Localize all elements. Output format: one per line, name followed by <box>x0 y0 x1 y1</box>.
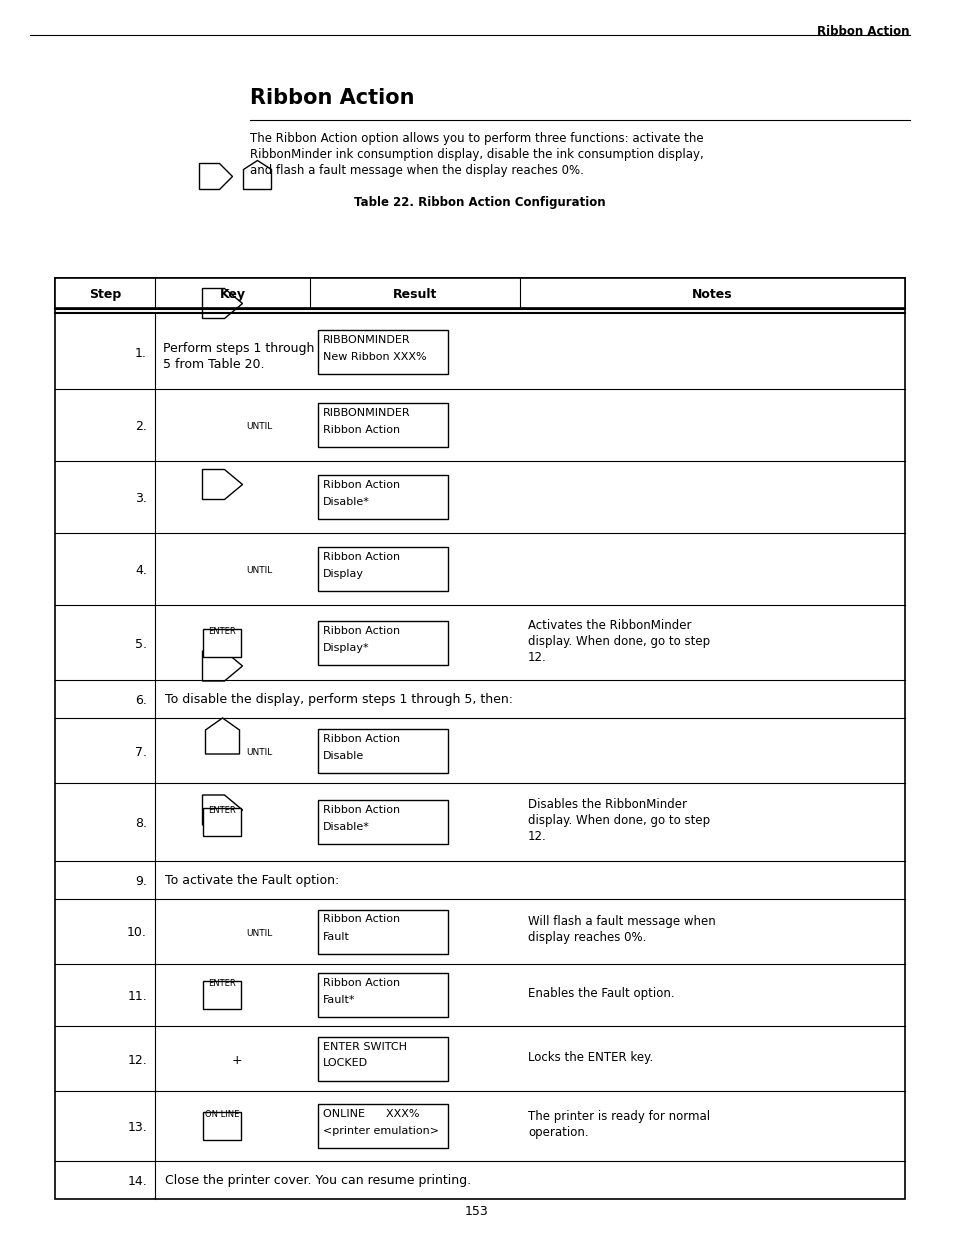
Text: Key: Key <box>219 288 245 300</box>
Bar <box>317 973 448 1016</box>
Text: Ribbon Action: Ribbon Action <box>323 552 399 562</box>
Bar <box>55 278 904 308</box>
Text: Close the printer cover. You can resume printing.: Close the printer cover. You can resume … <box>165 1174 471 1187</box>
Text: LOCKED: LOCKED <box>323 1058 368 1068</box>
Text: 14.: 14. <box>127 1174 147 1188</box>
Bar <box>317 330 448 373</box>
Text: Result: Result <box>393 288 436 300</box>
Text: 5 from Table 20.: 5 from Table 20. <box>163 357 264 370</box>
Text: Table 22. Ribbon Action Configuration: Table 22. Ribbon Action Configuration <box>354 196 605 209</box>
Text: display. When done, go to step: display. When done, go to step <box>527 635 709 647</box>
Bar <box>203 1112 241 1140</box>
Text: <printer emulation>: <printer emulation> <box>323 1126 438 1136</box>
Text: 1.: 1. <box>135 347 147 359</box>
Text: RibbonMinder ink consumption display, disable the ink consumption display,: RibbonMinder ink consumption display, di… <box>250 148 703 161</box>
Text: ENTER: ENTER <box>209 806 236 815</box>
Text: UNTIL: UNTIL <box>246 929 273 937</box>
Text: ENTER: ENTER <box>209 626 236 636</box>
Text: 12.: 12. <box>127 1053 147 1067</box>
Text: 4.: 4. <box>135 564 147 577</box>
Text: Disables the RibbonMinder: Disables the RibbonMinder <box>527 798 686 811</box>
Bar <box>317 403 448 447</box>
Bar <box>317 547 448 592</box>
Text: RIBBONMINDER: RIBBONMINDER <box>323 408 410 417</box>
Bar <box>317 800 448 844</box>
Text: Enables the Fault option.: Enables the Fault option. <box>527 987 674 1000</box>
Text: Display*: Display* <box>323 642 369 652</box>
Text: Ribbon Action: Ribbon Action <box>250 88 414 107</box>
Text: 3.: 3. <box>135 492 147 505</box>
Text: Disable*: Disable* <box>323 823 370 832</box>
Text: To activate the Fault option:: To activate the Fault option: <box>165 874 339 887</box>
Bar <box>317 1036 448 1081</box>
Text: Will flash a fault message when: Will flash a fault message when <box>527 915 715 929</box>
Text: The Ribbon Action option allows you to perform three functions: activate the: The Ribbon Action option allows you to p… <box>250 132 703 144</box>
Bar <box>55 278 904 1199</box>
Text: display reaches 0%.: display reaches 0%. <box>527 931 646 945</box>
Text: ENTER SWITCH: ENTER SWITCH <box>323 1041 407 1051</box>
Text: 6.: 6. <box>135 694 147 706</box>
Text: 9.: 9. <box>135 876 147 888</box>
Text: display. When done, go to step: display. When done, go to step <box>527 814 709 827</box>
Text: 12.: 12. <box>527 651 546 663</box>
Text: Disable: Disable <box>323 751 364 761</box>
Text: 7.: 7. <box>135 746 147 758</box>
Bar <box>317 909 448 953</box>
Text: RIBBONMINDER: RIBBONMINDER <box>323 335 410 345</box>
Bar <box>317 620 448 664</box>
Text: 11.: 11. <box>127 990 147 1003</box>
Text: Ribbon Action: Ribbon Action <box>323 734 399 743</box>
Bar <box>317 1104 448 1149</box>
Text: Ribbon Action: Ribbon Action <box>323 625 399 636</box>
Text: Disable*: Disable* <box>323 496 370 508</box>
Text: Activates the RibbonMinder: Activates the RibbonMinder <box>527 619 691 631</box>
Text: The printer is ready for normal: The printer is ready for normal <box>527 1110 709 1123</box>
Text: Ribbon Action: Ribbon Action <box>817 25 909 38</box>
Text: Ribbon Action: Ribbon Action <box>323 914 399 925</box>
Text: Fault: Fault <box>323 931 350 941</box>
Text: Notes: Notes <box>692 288 732 300</box>
Text: ON LINE: ON LINE <box>205 1110 239 1119</box>
Text: To disable the display, perform steps 1 through 5, then:: To disable the display, perform steps 1 … <box>165 693 513 706</box>
Text: +: + <box>231 1053 241 1067</box>
Text: 153: 153 <box>465 1205 488 1218</box>
Text: Perform steps 1 through: Perform steps 1 through <box>163 342 314 354</box>
Bar <box>203 981 241 1009</box>
Text: Ribbon Action: Ribbon Action <box>323 805 399 815</box>
Text: 5.: 5. <box>135 637 147 651</box>
Text: 8.: 8. <box>135 818 147 830</box>
Text: Fault*: Fault* <box>323 995 355 1005</box>
Bar <box>203 629 241 657</box>
Text: Ribbon Action: Ribbon Action <box>323 425 399 435</box>
Text: and flash a fault message when the display reaches 0%.: and flash a fault message when the displ… <box>250 164 583 177</box>
Text: Display: Display <box>323 569 364 579</box>
Text: New Ribbon XXX%: New Ribbon XXX% <box>323 352 426 362</box>
Text: ONLINE      XXX%: ONLINE XXX% <box>323 1109 419 1119</box>
Text: UNTIL: UNTIL <box>246 747 273 757</box>
Text: 13.: 13. <box>127 1121 147 1134</box>
Text: ENTER: ENTER <box>209 979 236 988</box>
Bar <box>317 729 448 773</box>
Text: 2.: 2. <box>135 420 147 433</box>
Bar <box>203 808 241 836</box>
Text: 10.: 10. <box>127 926 147 940</box>
Text: 12.: 12. <box>527 830 546 844</box>
Text: Ribbon Action: Ribbon Action <box>323 978 399 988</box>
Text: Step: Step <box>89 288 121 300</box>
Text: operation.: operation. <box>527 1126 588 1139</box>
Text: UNTIL: UNTIL <box>246 566 273 576</box>
Text: Locks the ENTER key.: Locks the ENTER key. <box>527 1051 653 1063</box>
Text: Ribbon Action: Ribbon Action <box>323 480 399 490</box>
Bar <box>317 475 448 519</box>
Text: UNTIL: UNTIL <box>246 422 273 431</box>
